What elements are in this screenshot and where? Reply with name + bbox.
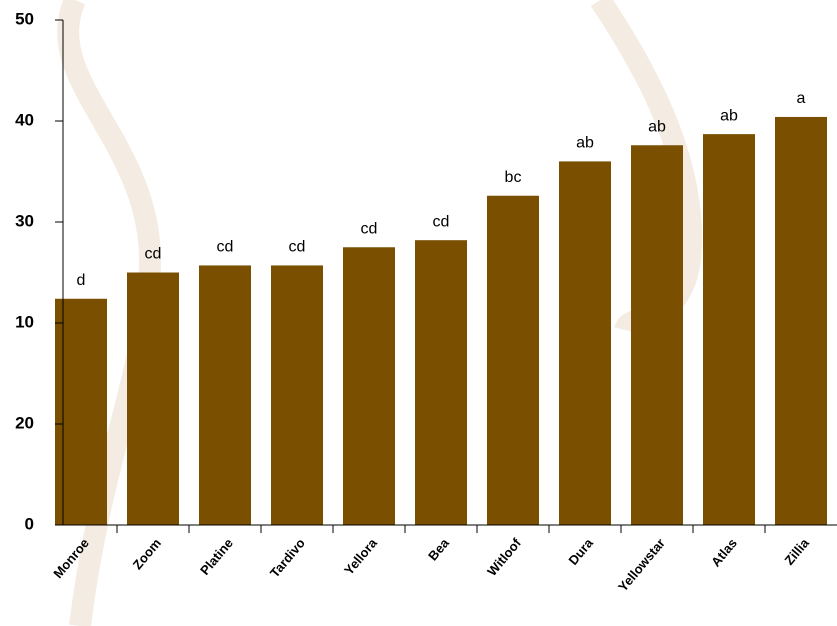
y-tick-label: 0 (25, 514, 34, 533)
significance-letter: cd (145, 246, 162, 263)
significance-letter: cd (289, 239, 306, 256)
x-tick-label: Witloof (484, 535, 524, 579)
x-tick-label: Yellowstar (615, 535, 668, 594)
bar (127, 272, 179, 525)
y-tick-label: 10 (15, 312, 34, 331)
x-tick-label: Atlas (708, 535, 740, 569)
y-tick-label: 50 (15, 9, 34, 28)
bar (703, 134, 755, 525)
bar (271, 265, 323, 525)
bar (487, 195, 539, 526)
bar (631, 145, 683, 526)
x-tick-label: Zillia (781, 535, 812, 568)
x-tick-label: Dura (565, 535, 596, 568)
significance-letter: a (797, 90, 806, 107)
bar (559, 161, 611, 525)
significance-letter: cd (361, 220, 378, 237)
significance-letter: d (77, 272, 86, 289)
bar (775, 116, 827, 526)
significance-letter: ab (576, 135, 594, 152)
significance-letter: ab (648, 118, 666, 135)
bar (415, 240, 467, 525)
bar (199, 265, 251, 525)
y-tick-label: 30 (15, 211, 34, 230)
significance-letter: cd (217, 239, 234, 256)
x-tick-label: Zoom (130, 535, 164, 572)
x-tick-label: Platine (197, 535, 236, 577)
y-tick-label: 40 (15, 110, 34, 129)
significance-letter: bc (505, 169, 522, 186)
x-tick-label: Bea (425, 535, 452, 564)
significance-letter: cd (433, 213, 450, 230)
bar (55, 298, 107, 525)
x-tick-label: Yellora (341, 535, 380, 578)
bar (343, 247, 395, 525)
y-tick-label: 20 (15, 413, 34, 432)
x-tick-label: Tardivo (267, 535, 308, 580)
significance-letter: ab (720, 107, 738, 124)
